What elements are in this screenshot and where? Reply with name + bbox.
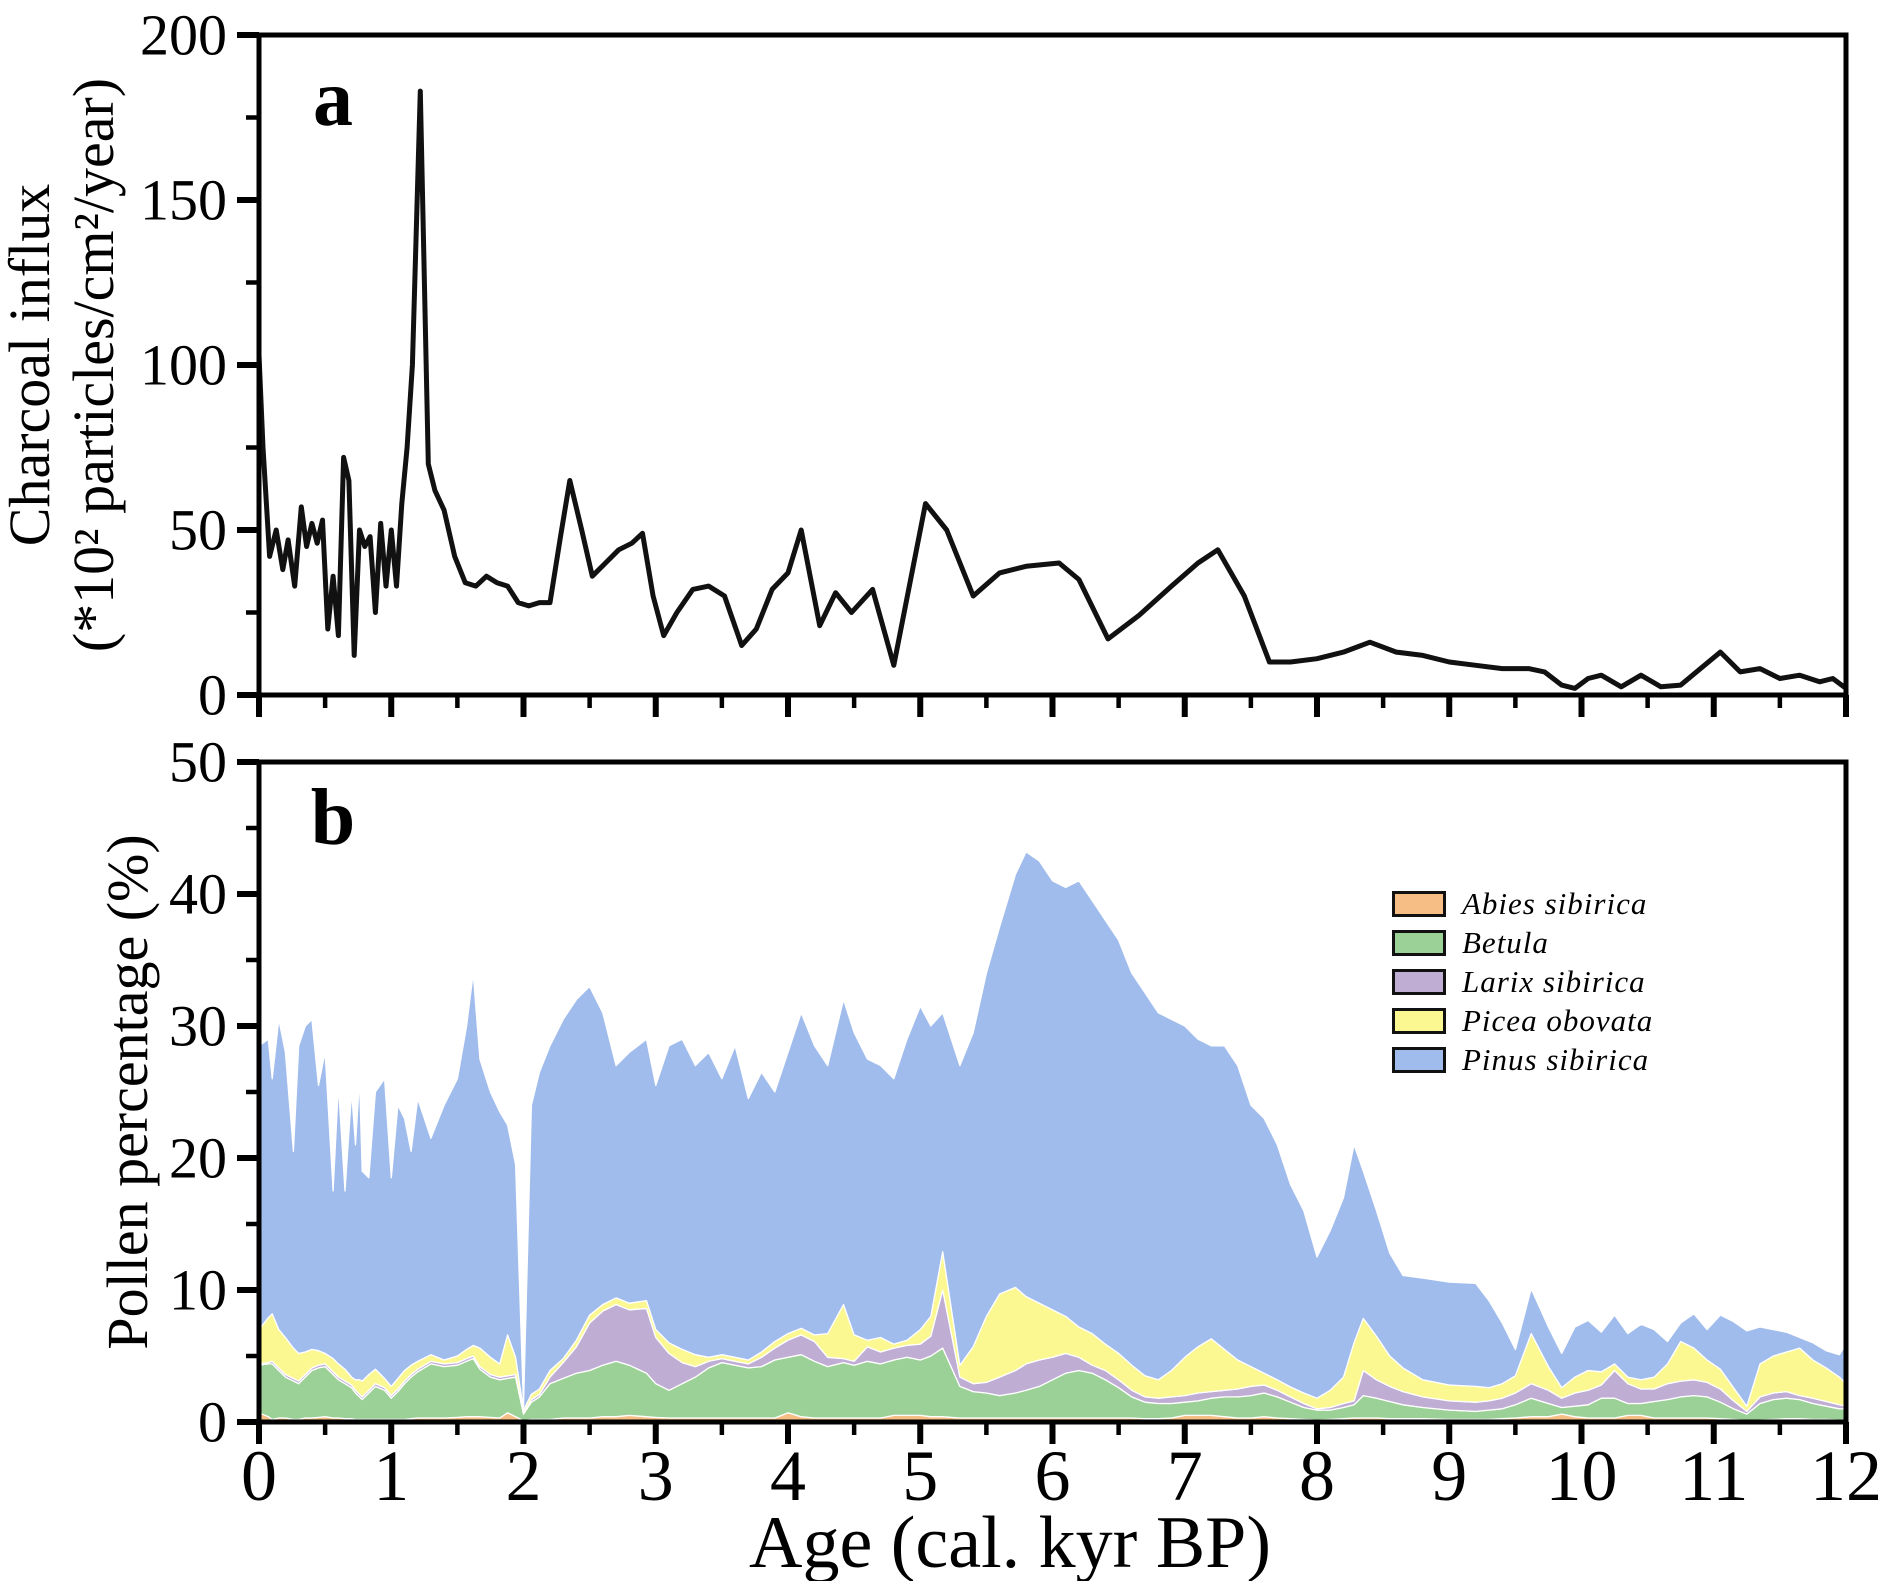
x-tick-label: 9 <box>1431 1436 1467 1516</box>
panel-a-y-title: Charcoal influx (*10² particles/cm²/year… <box>0 78 126 652</box>
panel-a-y-ticks: 0 50 100 150 200 <box>140 3 259 728</box>
legend-label-abies-sibirica: Abies sibirica <box>1462 885 1648 921</box>
legend-item-pinus-sibirica: Pinus sibirica <box>1392 1040 1653 1079</box>
panel-a-letter: a <box>313 55 353 143</box>
x-tick-label: 3 <box>638 1436 674 1516</box>
legend-label-larix-sibirica: Larix sibirica <box>1462 963 1646 999</box>
x-axis-title: Age (cal. kyr BP) <box>749 1502 1271 1581</box>
x-tick-label: 2 <box>506 1436 542 1516</box>
panel-b-x-ticks: 0 1 2 3 4 5 6 7 8 9 10 11 12 <box>241 1422 1882 1516</box>
x-tick-label: 5 <box>902 1436 938 1516</box>
legend-swatch-larix-sibirica <box>1392 968 1446 995</box>
x-tick-label: 6 <box>1035 1436 1071 1516</box>
panel-b-y-ticks: 0 10 20 30 40 50 <box>169 730 259 1455</box>
x-tick-label: 4 <box>770 1436 806 1516</box>
legend-label-picea-obovata: Picea obovata <box>1462 1002 1654 1038</box>
panel-a-y-title-line1: Charcoal influx <box>0 183 63 547</box>
x-tick-label: 1 <box>373 1436 409 1516</box>
legend-label-pinus-sibirica: Pinus sibirica <box>1462 1041 1650 1077</box>
panel-a-y-title-line2: (*10² particles/cm²/year) <box>61 77 126 653</box>
y-tick-label: 40 <box>169 862 227 927</box>
x-tick-label: 0 <box>241 1436 277 1516</box>
x-tick-label: 10 <box>1546 1436 1618 1516</box>
y-tick-label: 30 <box>169 994 227 1059</box>
legend-label-betula: Betula <box>1462 924 1549 960</box>
legend-item-picea-obovata: Picea obovata <box>1392 1001 1653 1040</box>
y-tick-label: 0 <box>198 663 227 728</box>
x-tick-label: 11 <box>1679 1436 1748 1516</box>
y-tick-label: 20 <box>169 1126 227 1191</box>
y-tick-label: 150 <box>140 168 227 233</box>
legend-swatch-pinus-sibirica <box>1392 1046 1446 1073</box>
y-tick-label: 200 <box>140 3 227 68</box>
y-tick-label: 50 <box>169 498 227 563</box>
x-tick-label: 7 <box>1167 1436 1203 1516</box>
y-tick-label: 50 <box>169 730 227 795</box>
legend: Abies sibirica Betula Larix sibirica Picea … <box>1392 884 1653 1079</box>
legend-swatch-picea-obovata <box>1392 1007 1446 1034</box>
y-tick-label: 10 <box>169 1258 227 1323</box>
panel-b-y-title: Pollen percentage (%) <box>95 834 161 1350</box>
x-tick-label: 8 <box>1299 1436 1335 1516</box>
legend-swatch-betula <box>1392 929 1446 956</box>
panel-a-frame <box>256 32 1849 698</box>
y-tick-label: 0 <box>198 1390 227 1455</box>
legend-item-betula: Betula <box>1392 923 1653 962</box>
panel-b-letter: b <box>310 774 356 862</box>
panel-a-x-ticks <box>256 695 1849 717</box>
charcoal-influx-line <box>256 88 1849 691</box>
y-tick-label: 100 <box>140 333 227 398</box>
legend-swatch-abies-sibirica <box>1392 890 1446 917</box>
x-tick-label: 12 <box>1810 1436 1882 1516</box>
legend-item-larix-sibirica: Larix sibirica <box>1392 962 1653 1001</box>
legend-item-abies-sibirica: Abies sibirica <box>1392 884 1653 923</box>
